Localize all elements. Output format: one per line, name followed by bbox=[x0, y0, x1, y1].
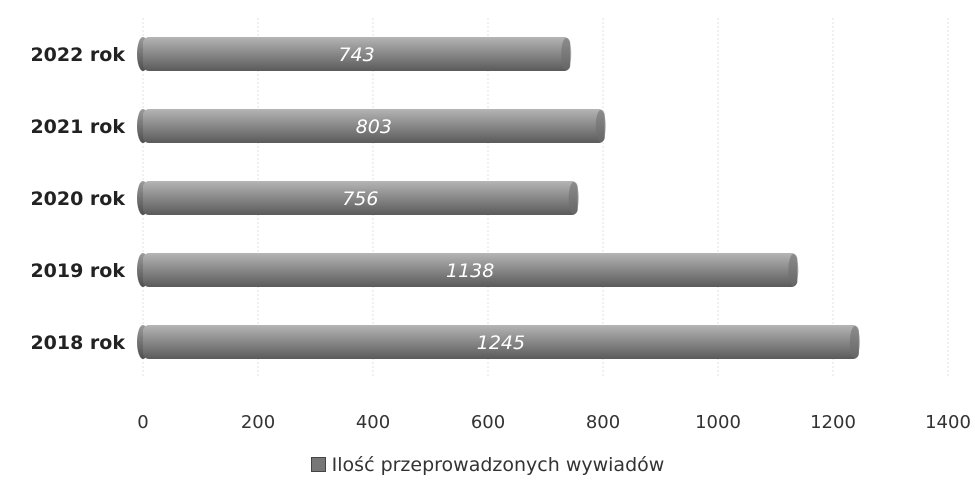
x-tick-label: 400 bbox=[356, 412, 390, 433]
x-tick-label: 0 bbox=[137, 412, 148, 433]
data-label: 743 bbox=[338, 44, 374, 66]
category-labels: 2022 rok 2021 rok 2020 rok 2019 rok 2018 rok bbox=[30, 44, 125, 354]
category-label: 2021 rok bbox=[30, 116, 125, 138]
bar-end bbox=[788, 254, 799, 286]
x-tick-label: 1200 bbox=[810, 412, 856, 433]
bar bbox=[143, 37, 571, 71]
x-tick-label: 200 bbox=[241, 412, 275, 433]
bars: 743 803 756 1138 1245 bbox=[137, 37, 860, 359]
bar bbox=[143, 181, 578, 215]
legend: Ilość przeprowadzonych wywiadów bbox=[0, 454, 975, 476]
category-label: 2019 rok bbox=[30, 260, 125, 282]
category-label: 2018 rok bbox=[30, 332, 125, 354]
bar-end bbox=[849, 326, 860, 358]
bar bbox=[143, 109, 605, 143]
category-label: 2022 rok bbox=[30, 44, 125, 66]
x-tick-label: 600 bbox=[471, 412, 505, 433]
data-label: 756 bbox=[342, 188, 378, 210]
bar bbox=[143, 325, 859, 359]
category-label: 2020 rok bbox=[30, 188, 125, 210]
data-label: 803 bbox=[356, 116, 392, 138]
x-tick-label: 800 bbox=[586, 412, 620, 433]
legend-label: Ilość przeprowadzonych wywiadów bbox=[331, 454, 665, 476]
bar-end bbox=[568, 182, 579, 214]
bar bbox=[143, 253, 798, 287]
x-tick-label: 1000 bbox=[695, 412, 741, 433]
x-tick-label: 1400 bbox=[925, 412, 971, 433]
x-axis-ticks: 0 200 400 600 800 1000 1200 1400 bbox=[137, 412, 971, 433]
legend-swatch bbox=[310, 457, 326, 472]
data-label: 1138 bbox=[446, 260, 494, 282]
bar-end bbox=[595, 110, 606, 142]
bar-end bbox=[561, 38, 572, 70]
data-label: 1245 bbox=[477, 332, 525, 354]
